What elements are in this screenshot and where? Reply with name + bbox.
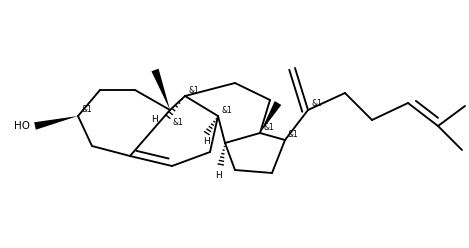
Text: &1: &1: [288, 130, 299, 139]
Text: &1: &1: [172, 118, 183, 127]
Polygon shape: [151, 69, 170, 110]
Text: &1: &1: [188, 86, 199, 95]
Text: &1: &1: [81, 105, 92, 114]
Text: H: H: [215, 172, 221, 181]
Polygon shape: [34, 116, 78, 130]
Text: H: H: [204, 136, 211, 146]
Text: &1: &1: [311, 99, 322, 108]
Text: &1: &1: [221, 106, 232, 115]
Text: HO: HO: [14, 121, 30, 131]
Text: &1: &1: [263, 123, 274, 132]
Text: H: H: [151, 115, 158, 124]
Polygon shape: [260, 101, 281, 133]
